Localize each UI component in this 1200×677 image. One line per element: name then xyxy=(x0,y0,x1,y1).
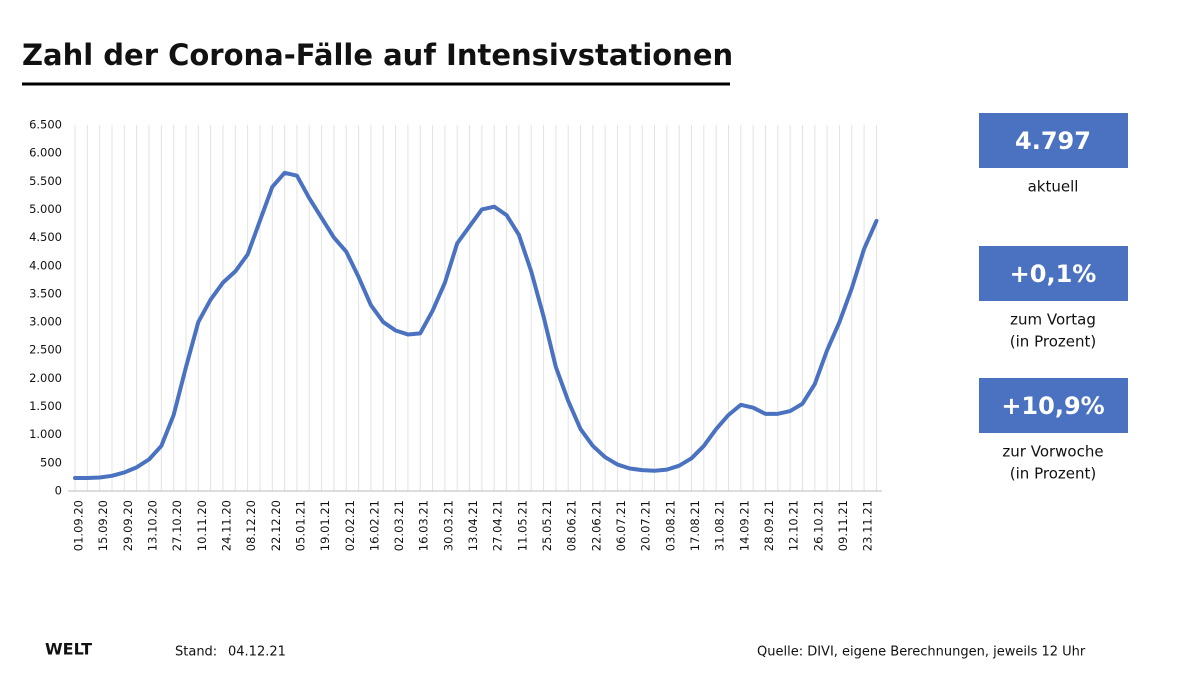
x-tick-label: 01.09.20 xyxy=(72,500,86,551)
line-series xyxy=(73,170,879,481)
x-tick-label: 29.09.20 xyxy=(121,500,135,551)
x-tick-label: 25.05.21 xyxy=(540,500,554,551)
x-tick-label: 03.08.21 xyxy=(663,500,677,551)
y-tick-label: 5.500 xyxy=(29,174,62,188)
y-tick-label: 6.500 xyxy=(29,118,62,132)
x-tick-label: 22.12.20 xyxy=(269,500,283,551)
kpi-box xyxy=(979,113,1128,168)
x-tick-label: 27.04.21 xyxy=(491,500,505,551)
kpi-caption: aktuell xyxy=(1028,178,1079,196)
x-tick-label: 30.03.21 xyxy=(441,500,455,551)
x-tick-label: 23.11.21 xyxy=(861,500,875,551)
x-tick-label: 06.07.21 xyxy=(614,500,628,551)
kpi-caption: zum Vortag xyxy=(1010,311,1096,329)
x-tick-label: 22.06.21 xyxy=(589,500,603,551)
y-tick-label: 0 xyxy=(55,484,62,498)
y-tick-label: 1.000 xyxy=(29,427,62,441)
x-tick-label: 11.05.21 xyxy=(515,500,529,551)
x-tick-label: 08.06.21 xyxy=(565,500,579,551)
y-tick-label: 2.000 xyxy=(29,371,62,385)
x-tick-label: 05.01.21 xyxy=(293,500,307,551)
y-tick-label: 3.500 xyxy=(29,286,62,300)
source: Quelle: DIVI, eigene Berechnungen, jewei… xyxy=(757,645,1086,660)
kpi-caption: (in Prozent) xyxy=(1010,333,1096,351)
y-tick-label: 4.000 xyxy=(29,258,62,272)
kpi-caption: zur Vorwoche xyxy=(1002,443,1103,461)
x-tick-label: 10.11.20 xyxy=(195,500,209,551)
x-tick-label: 24.11.20 xyxy=(219,500,233,551)
x-tick-label: 08.12.20 xyxy=(244,500,258,551)
y-tick-label: 6.000 xyxy=(29,146,62,160)
x-tick-label: 13.04.21 xyxy=(466,500,480,551)
stand-date: 04.12.21 xyxy=(228,645,286,660)
x-tick-label: 28.09.21 xyxy=(762,500,776,551)
brand: WELT xyxy=(45,640,92,659)
kpi-box xyxy=(979,246,1128,301)
x-tick-label: 02.02.21 xyxy=(343,500,357,551)
x-tick-label: 27.10.20 xyxy=(170,500,184,551)
x-tick-label: 20.07.21 xyxy=(639,500,653,551)
kpi-caption: (in Prozent) xyxy=(1010,465,1096,483)
x-tick-label: 09.11.21 xyxy=(836,500,850,551)
y-tick-label: 1.500 xyxy=(29,399,62,413)
x-tick-label: 02.03.21 xyxy=(392,500,406,551)
chart-title: Zahl der Corona-Fälle auf Intensivstatio… xyxy=(22,38,733,72)
x-tick-label: 16.03.21 xyxy=(417,500,431,551)
kpi-value: +10,9% xyxy=(1001,392,1104,420)
x-tick-label: 17.08.21 xyxy=(688,500,702,551)
x-tick-label: 26.10.21 xyxy=(811,500,825,551)
x-tick-label: 31.08.21 xyxy=(713,500,727,551)
kpi-box xyxy=(979,378,1128,433)
x-tick-label: 14.09.21 xyxy=(737,500,751,551)
y-tick-label: 500 xyxy=(40,455,62,469)
y-tick-label: 5.000 xyxy=(29,202,62,216)
kpi-value: 4.797 xyxy=(1015,127,1091,155)
kpi-value: +0,1% xyxy=(1010,260,1097,288)
x-tick-label: 12.10.21 xyxy=(787,500,801,551)
x-tick-label: 16.02.21 xyxy=(367,500,381,551)
x-tick-label: 19.01.21 xyxy=(318,500,332,551)
y-tick-label: 4.500 xyxy=(29,230,62,244)
y-tick-label: 2.500 xyxy=(29,343,62,357)
x-tick-label: 15.09.20 xyxy=(96,500,110,551)
stand-label: Stand: xyxy=(175,645,217,660)
x-tick-label: 13.10.20 xyxy=(145,500,159,551)
y-tick-label: 3.000 xyxy=(29,315,62,329)
